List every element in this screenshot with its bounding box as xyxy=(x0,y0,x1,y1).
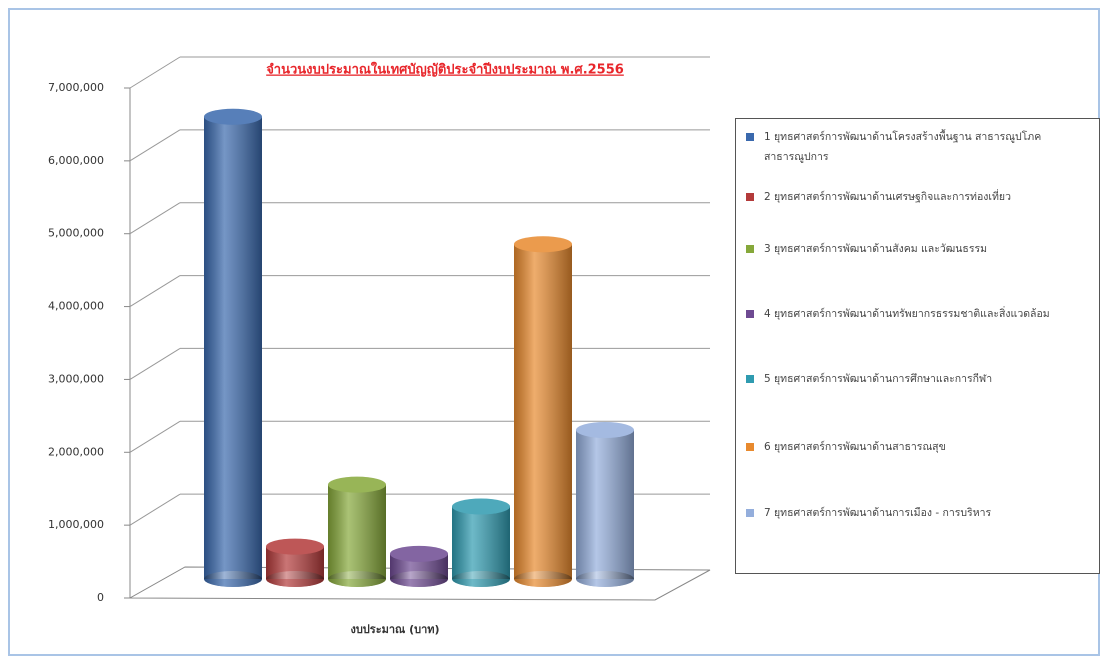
legend-item: 6 ยุทธศาสตร์การพัฒนาด้านสาธารณสุข xyxy=(746,437,1104,457)
bar-top xyxy=(514,236,572,253)
legend-item: 1 ยุทธศาสตร์การพัฒนาด้านโครงสร้างพื้นฐาน… xyxy=(746,127,1104,167)
y-tick-label: 3,000,000 xyxy=(48,372,104,385)
bar-shade xyxy=(514,244,572,579)
legend-swatch xyxy=(746,245,754,253)
bar-top xyxy=(204,108,262,125)
y-tick-label: 4,000,000 xyxy=(48,300,104,313)
bar-top xyxy=(266,538,324,555)
bar-top-light xyxy=(266,538,324,555)
y-tick-label: 7,000,000 xyxy=(48,81,104,94)
bar-shade-bottom xyxy=(266,571,324,587)
legend-item: 2 ยุทธศาสตร์การพัฒนาด้านเศรษฐกิจและการท่… xyxy=(746,187,1104,207)
bar-shade-bottom xyxy=(452,571,510,587)
bar-shade-bottom xyxy=(204,571,262,587)
legend-item: 5 ยุทธศาสตร์การพัฒนาด้านการศึกษาและการกี… xyxy=(746,369,1104,389)
grid-line xyxy=(129,493,181,526)
bar-shade xyxy=(328,484,386,579)
grid-line xyxy=(129,129,181,162)
bar-top xyxy=(576,422,634,438)
y-tick-label: 6,000,000 xyxy=(48,154,104,167)
legend-swatch xyxy=(746,443,754,451)
bar-top-light xyxy=(390,545,448,562)
bar-top-light xyxy=(452,498,510,515)
bar-shade xyxy=(576,430,634,579)
legend-swatch xyxy=(746,193,754,201)
bar-top xyxy=(390,545,448,562)
legend-swatch xyxy=(746,509,754,517)
legend-swatch xyxy=(746,133,754,141)
bar-shade xyxy=(204,116,262,579)
bar-shade xyxy=(452,506,510,579)
chart-title: จำนวนงบประมาณในเทศบัญญัติประจำปีงบประมาณ… xyxy=(266,61,624,78)
y-tick-label: 0 xyxy=(97,591,104,604)
grid-line xyxy=(129,56,181,89)
grid-line xyxy=(129,420,181,453)
bar-shade-bottom xyxy=(514,571,572,587)
legend-label: 5 ยุทธศาสตร์การพัฒนาด้านการศึกษาและการกี… xyxy=(764,373,993,385)
legend-label: 7 ยุทธศาสตร์การพัฒนาด้านการเมือง - การบร… xyxy=(764,507,992,519)
legend-item: 3 ยุทธศาสตร์การพัฒนาด้านสังคม และวัฒนธรร… xyxy=(746,239,1104,259)
bar-top-light xyxy=(514,236,572,253)
bar-top-light xyxy=(328,476,386,493)
x-axis-label: งบประมาณ (บาท) xyxy=(350,623,439,636)
y-tick-label: 1,000,000 xyxy=(48,518,104,531)
legend-swatch xyxy=(746,310,754,318)
grid-line xyxy=(129,348,181,380)
bar-shade-bottom xyxy=(576,571,634,587)
bar-top-light xyxy=(204,108,262,125)
grid-line xyxy=(129,202,181,235)
bar-top-light xyxy=(576,422,634,438)
bar-shade-bottom xyxy=(390,571,448,587)
legend-label: 2 ยุทธศาสตร์การพัฒนาด้านเศรษฐกิจและการท่… xyxy=(764,191,1011,203)
bar-top xyxy=(452,498,510,515)
legend-label: 4 ยุทธศาสตร์การพัฒนาด้านทรัพยากรธรรมชาติ… xyxy=(764,308,1050,320)
legend-label: 6 ยุทธศาสตร์การพัฒนาด้านสาธารณสุข xyxy=(764,441,946,453)
bar-top xyxy=(328,476,386,493)
y-tick-label: 5,000,000 xyxy=(48,227,104,240)
legend: 1 ยุทธศาสตร์การพัฒนาด้านโครงสร้างพื้นฐาน… xyxy=(735,118,1100,574)
y-tick-label: 2,000,000 xyxy=(48,445,104,458)
grid-line xyxy=(129,275,181,307)
legend-label: 3 ยุทธศาสตร์การพัฒนาด้านสังคม และวัฒนธรร… xyxy=(764,243,988,255)
legend-swatch xyxy=(746,375,754,383)
legend-item: 7 ยุทธศาสตร์การพัฒนาด้านการเมือง - การบร… xyxy=(746,503,1104,523)
legend-label: 1 ยุทธศาสตร์การพัฒนาด้านโครงสร้างพื้นฐาน… xyxy=(764,131,1042,163)
legend-item: 4 ยุทธศาสตร์การพัฒนาด้านทรัพยากรธรรมชาติ… xyxy=(746,304,1104,324)
bar-shade-bottom xyxy=(328,571,386,587)
